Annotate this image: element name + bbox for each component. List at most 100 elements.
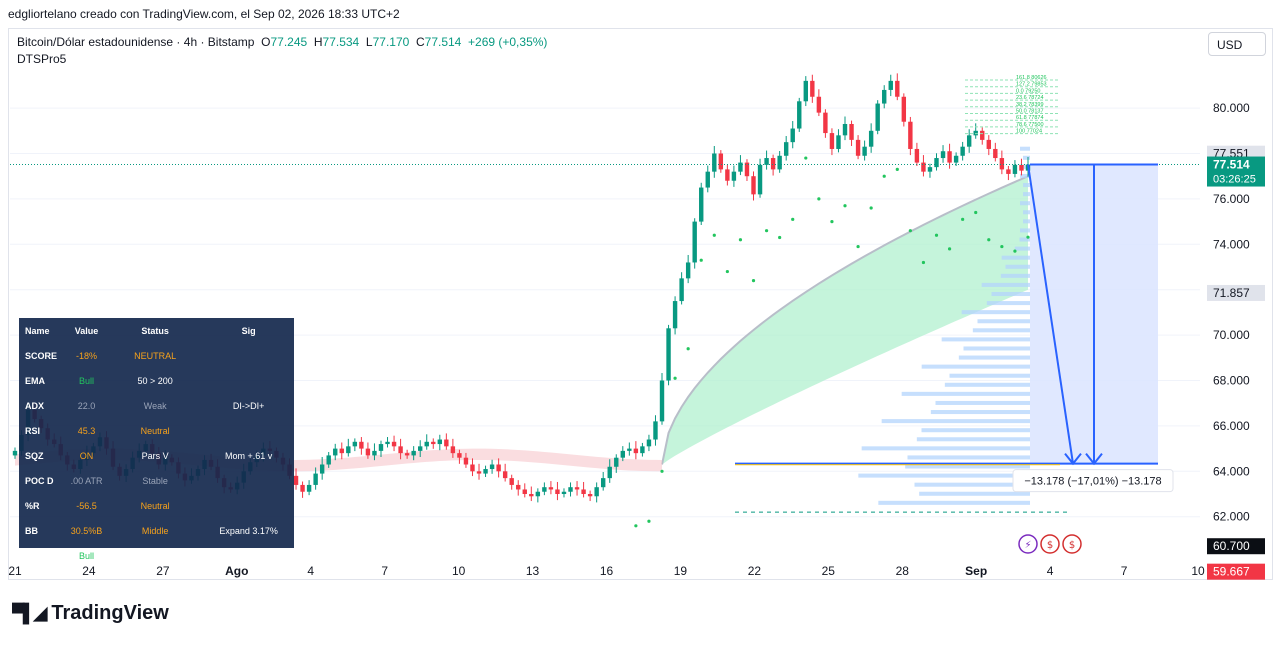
row-status: Leg 77024 > 79250 — [116, 550, 195, 561]
row-name: RSI — [25, 425, 41, 436]
volume-profile-bar — [1023, 210, 1030, 215]
volume-profile-bar — [1014, 246, 1030, 251]
x-axis-label: 16 — [600, 564, 614, 578]
candle-body — [444, 439, 449, 447]
row-status: Neutral — [140, 425, 170, 436]
candle-body — [934, 158, 939, 168]
candle-body — [757, 164, 763, 195]
candle-body — [882, 89, 887, 104]
volume-profile-bar — [1001, 255, 1030, 260]
sar-dot — [764, 229, 769, 233]
countdown-label: 03:26:25 — [1213, 174, 1256, 186]
volume-profile-bar — [1000, 273, 1030, 278]
row-value: Bull — [79, 375, 95, 386]
candle-body — [424, 441, 429, 447]
table-row: RSI 45.3 Neutral — [19, 418, 294, 443]
candle-body — [908, 121, 913, 149]
candle-body — [803, 80, 808, 102]
candle-body — [973, 130, 978, 136]
candle-body — [947, 151, 952, 163]
fib-label: 161.8 80626 — [1016, 75, 1047, 81]
volume-profile-bar — [1023, 192, 1030, 197]
candle-body — [901, 96, 907, 122]
fib-label: 38.2 78399 — [1016, 102, 1044, 108]
x-axis-label: 10 — [452, 564, 466, 578]
indicator-name[interactable]: DTSPro5 — [17, 52, 67, 66]
sar-dot — [686, 347, 690, 351]
row-value: -18% — [76, 350, 98, 361]
sar-dot — [725, 269, 729, 274]
candle-body — [712, 153, 717, 172]
row-status: Middle — [141, 525, 169, 536]
candle-body — [640, 446, 645, 454]
candle-body — [581, 489, 586, 495]
candle-body — [378, 444, 384, 451]
candle-body — [829, 133, 835, 149]
candle-body — [476, 471, 482, 474]
volume-profile-bar — [1023, 183, 1030, 188]
candle-body — [849, 123, 854, 140]
volume-profile-bar — [944, 382, 1030, 387]
sar-dot — [934, 233, 939, 237]
candle-body — [398, 446, 403, 454]
sar-dot — [1026, 235, 1030, 239]
candle-body — [751, 176, 756, 195]
row-name: ADX — [25, 400, 45, 411]
candle-body — [685, 262, 691, 279]
row-value: ON — [79, 450, 94, 461]
candle-body — [1012, 164, 1018, 174]
volume-profile-bar — [858, 473, 1030, 478]
row-status: Weak — [143, 400, 167, 411]
candle-body — [672, 301, 678, 329]
x-axis-label: 28 — [896, 564, 910, 578]
symbol-legend[interactable]: Bitcoin/Dólar estadounidense · 4h · Bits… — [17, 35, 547, 49]
sar-dot — [830, 220, 834, 224]
candle-body — [607, 466, 612, 479]
table-row: SCORE -18% NEUTRAL — [19, 343, 294, 368]
sar-dot — [921, 260, 926, 265]
table-header-status: Status — [141, 325, 169, 336]
x-axis-label: 4 — [307, 564, 314, 578]
candle-body — [568, 487, 573, 492]
candle-body — [561, 491, 567, 495]
candle-body — [777, 155, 782, 170]
symbol-name[interactable]: Bitcoin/Dólar estadounidense · 4h · Bits… — [17, 35, 255, 49]
x-axis-label: 25 — [822, 564, 836, 578]
candle-body — [646, 439, 652, 447]
table-body: SCORE -18% NEUTRAL EMA Bull 50 > 200 ADX 22.0 We… — [19, 343, 294, 568]
candle-body — [522, 489, 527, 495]
volume-profile-bar — [1023, 219, 1030, 224]
candle-body — [744, 162, 750, 177]
row-value: .00 ATR — [70, 475, 103, 486]
sar-dot — [634, 524, 638, 528]
x-axis-label: 24 — [82, 564, 96, 578]
row-sig — [203, 493, 294, 518]
chart-frame — [8, 28, 1273, 580]
tradingview-logo[interactable]: ▀▌◢ TradingView — [12, 602, 169, 625]
sar-dot — [699, 258, 703, 262]
forecast-label: −13.178 (−17,01%) −13.178 — [1024, 476, 1161, 488]
row-status: 50 > 200 — [137, 375, 173, 386]
row-sig — [203, 368, 294, 393]
volume-profile-bar — [916, 437, 1030, 442]
lightning-icon — [1018, 534, 1038, 554]
sar-dot — [1013, 249, 1017, 253]
candle-body — [895, 80, 900, 97]
table-header-name: Name — [25, 325, 50, 336]
candle-body — [437, 439, 443, 445]
candle-body — [783, 142, 789, 156]
row-name: BB — [25, 525, 38, 536]
candle-body — [1019, 164, 1024, 171]
fib-label: 100 77024 — [1016, 129, 1042, 135]
us-flag-icon-glyph: $ — [1069, 540, 1075, 551]
currency-button[interactable]: USD — [1208, 32, 1266, 56]
volume-profile-bar — [1020, 201, 1030, 206]
sar-dot — [751, 279, 756, 283]
candle-body — [313, 473, 318, 485]
candle-body — [404, 453, 410, 456]
volume-profile-bar — [921, 364, 1030, 369]
row-sig: Mom +.61 v — [225, 450, 273, 461]
sar-dot — [843, 204, 847, 208]
x-axis-label: 7 — [1121, 564, 1128, 578]
forecast-arrowhead — [1064, 453, 1082, 466]
